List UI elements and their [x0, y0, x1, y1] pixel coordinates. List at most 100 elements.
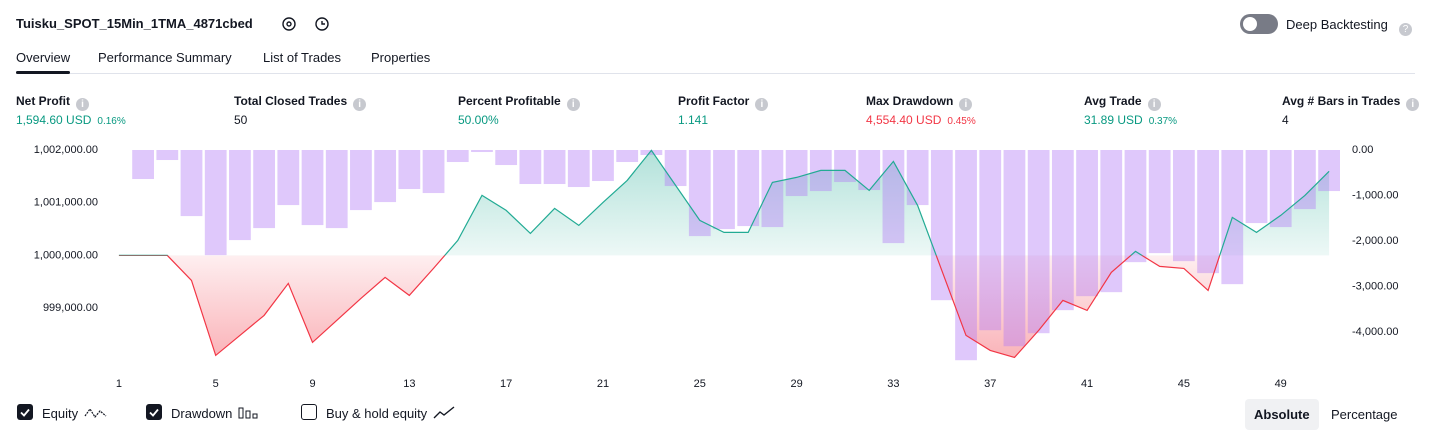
drawdown-bar: [567, 150, 590, 188]
x-tick-label: 5: [213, 378, 219, 390]
info-icon[interactable]: i: [353, 98, 367, 111]
x-tick-label: 33: [887, 378, 899, 390]
x-tick-label: 25: [694, 378, 706, 390]
drawdown-bar: [325, 150, 348, 229]
metric-label: Avg # Bars in Trades i: [1282, 94, 1420, 111]
info-icon[interactable]: i: [1406, 98, 1420, 111]
x-tick-label: 1: [116, 378, 122, 390]
tab[interactable]: Properties: [371, 50, 431, 65]
metric-value: 50: [234, 113, 247, 127]
drawdown-bar: [688, 150, 711, 237]
checkbox[interactable]: [17, 404, 33, 420]
metric-percent: 0.45%: [947, 116, 976, 127]
info-icon[interactable]: i: [76, 98, 89, 111]
drawdown-bar: [858, 150, 881, 191]
settings-icon[interactable]: [282, 17, 296, 31]
y-tick-label: 999,000.00: [43, 302, 98, 314]
help-icon[interactable]: ?: [1399, 17, 1412, 36]
drawdown-bar: [398, 150, 421, 190]
metric-value-text: 1,594.60 USD: [16, 113, 92, 127]
metric-value-text: 50.00%: [458, 113, 499, 127]
metric-label: Net Profit i: [16, 94, 89, 111]
drawdown-icon: [238, 407, 258, 419]
x-tick-label: 17: [500, 378, 512, 390]
y2-tick-label: -2,000.00: [1352, 235, 1398, 247]
x-tick-label: 21: [597, 378, 609, 390]
snapshot-icon[interactable]: [315, 17, 329, 31]
tab[interactable]: Overview: [16, 50, 71, 65]
tab-divider: [16, 73, 1415, 74]
metric-label-text: Avg # Bars in Trades: [1282, 94, 1401, 108]
metric-label-text: Max Drawdown: [866, 94, 954, 108]
drawdown-bar: [955, 150, 977, 361]
check-mark: [20, 408, 30, 417]
metric-label-text: Profit Factor: [678, 94, 750, 108]
drawdown-bar: [422, 150, 445, 194]
info-icon[interactable]: i: [1147, 98, 1161, 111]
option-label: Buy & hold equity: [326, 406, 428, 421]
metric-value: 1,594.60 USD 0.16%: [16, 113, 126, 127]
drawdown-bar: [1294, 150, 1316, 210]
metric-value-text: 1.141: [678, 113, 709, 127]
metric-value: 4,554.40 USD 0.45%: [866, 113, 976, 127]
drawdown-bar: [132, 150, 154, 180]
drawdown-bar: [229, 150, 251, 241]
drawdown-bar: [930, 150, 953, 301]
drawdown-bar: [1003, 150, 1026, 347]
x-tick-label: 49: [1275, 378, 1287, 390]
check-mark: [149, 408, 159, 417]
drawdown-bar: [1148, 150, 1171, 254]
drawdown-bar: [640, 150, 663, 156]
drawdown-bar: [1027, 150, 1050, 334]
drawdown-bar: [1124, 150, 1147, 263]
hold-icon: [433, 406, 455, 419]
equity-icon: [84, 407, 107, 419]
metric-label-text: Avg Trade: [1084, 94, 1142, 108]
drawdown-bar: [906, 150, 929, 206]
mode-button[interactable]: Percentage: [1331, 407, 1398, 422]
drawdown-bar: [1245, 150, 1268, 224]
drawdown-bar: [374, 150, 397, 203]
drawdown-bar: [761, 150, 784, 228]
metric-value: 50.00%: [458, 113, 499, 127]
metric-label-text: Total Closed Trades: [234, 94, 348, 108]
toggle-switch[interactable]: [1240, 14, 1278, 34]
drawdown-bar: [446, 150, 469, 163]
drawdown-bar: [1172, 150, 1195, 262]
tab[interactable]: Performance Summary: [98, 50, 232, 65]
option-label: Equity: [42, 406, 79, 421]
settings-icon-center: [286, 21, 292, 27]
metric-value-text: 4: [1282, 113, 1289, 127]
drawdown-bar: [737, 150, 760, 227]
drawdown-bar: [1197, 150, 1219, 274]
metric-value: 4: [1282, 113, 1289, 127]
checkbox[interactable]: [146, 404, 162, 420]
equity-area: [118, 150, 1330, 358]
chart: 999,000.00 1,000,000.00 1,001,000.00 1,002,…: [34, 144, 1399, 390]
checkbox[interactable]: [301, 404, 317, 420]
drawdown-bar: [713, 150, 735, 230]
x-tick-label: 45: [1178, 378, 1190, 390]
check-path: [20, 408, 30, 417]
drawdown-bar: [616, 150, 639, 163]
metric-label: Avg Trade i: [1084, 94, 1161, 111]
x-tick-label: 29: [790, 378, 802, 390]
info-icon[interactable]: i: [755, 98, 769, 111]
drawdown-bar: [156, 150, 179, 161]
info-icon[interactable]: i: [566, 98, 580, 111]
tab-underline: [16, 71, 70, 74]
drawdown-bar: [592, 150, 614, 182]
y-tick-label: 1,000,000.00: [34, 249, 98, 261]
x-tick-label: 37: [984, 378, 996, 390]
drawdown-bar: [543, 150, 566, 185]
tab[interactable]: List of Trades: [263, 50, 342, 65]
metric-label: Total Closed Trades i: [234, 94, 367, 111]
info-icon[interactable]: i: [959, 98, 973, 111]
drawdown-bar: [253, 150, 276, 229]
metric-value-text: 31.89 USD: [1084, 113, 1143, 127]
metric-label-text: Net Profit: [16, 94, 70, 108]
toggle-knob: [1243, 17, 1257, 31]
mode-button[interactable]: Absolute: [1245, 399, 1319, 430]
metric-label: Max Drawdown i: [866, 94, 973, 111]
drawdown-bar: [664, 150, 687, 187]
